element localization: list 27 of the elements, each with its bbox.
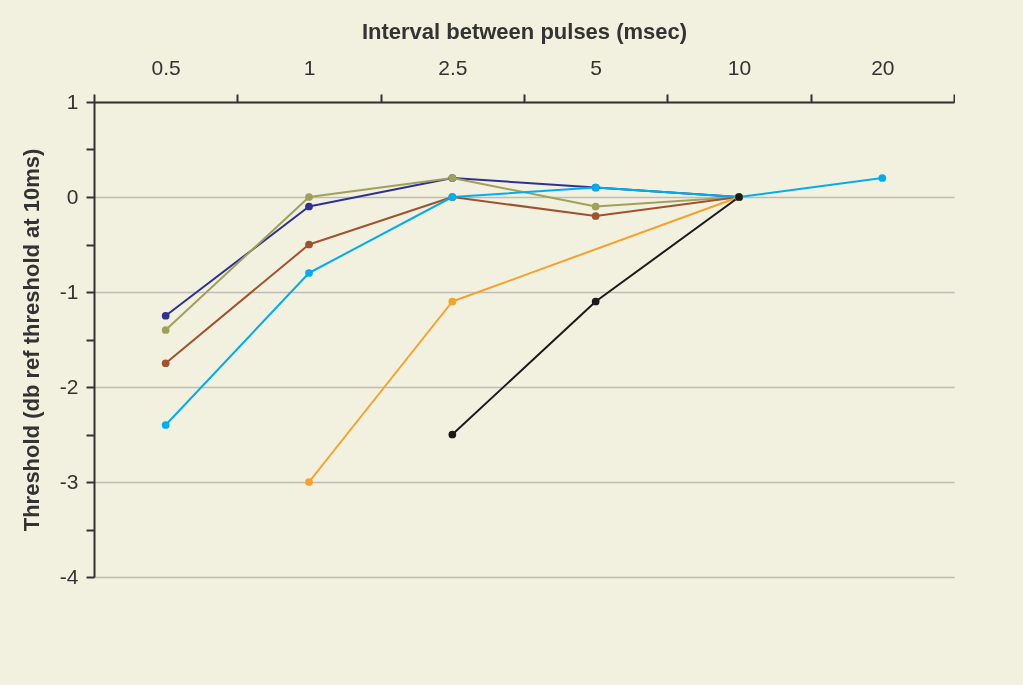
y-tick-label: -3 <box>59 469 79 493</box>
y-tick-label: 1 <box>66 89 79 113</box>
point <box>448 430 457 439</box>
x-axis-title: Interval between pulses (msec) <box>361 18 688 44</box>
y-tick-label: -4 <box>59 564 79 588</box>
x-tick-label: 1 <box>303 55 316 79</box>
y-axis-title: Threshold (db ref threshold at 10ms) <box>18 148 44 532</box>
x-tick-label: 5 <box>590 55 603 79</box>
point <box>161 421 170 429</box>
y-tick-label: -1 <box>59 279 79 303</box>
point <box>591 297 600 306</box>
point <box>161 326 170 334</box>
point <box>591 202 600 211</box>
y-tick-label: 0 <box>66 184 79 208</box>
point <box>305 202 313 211</box>
point <box>161 359 170 368</box>
x-tick-label: 2.5 <box>438 55 468 79</box>
point <box>305 193 313 201</box>
point <box>305 269 313 277</box>
point <box>305 240 313 249</box>
point <box>591 212 600 220</box>
y-tick-label: -2 <box>59 374 79 398</box>
point <box>161 311 170 320</box>
x-tick-label: 10 <box>727 55 752 79</box>
x-tick-label: 20 <box>871 55 895 79</box>
x-tick-label: 0.5 <box>151 55 181 79</box>
point <box>878 174 887 182</box>
